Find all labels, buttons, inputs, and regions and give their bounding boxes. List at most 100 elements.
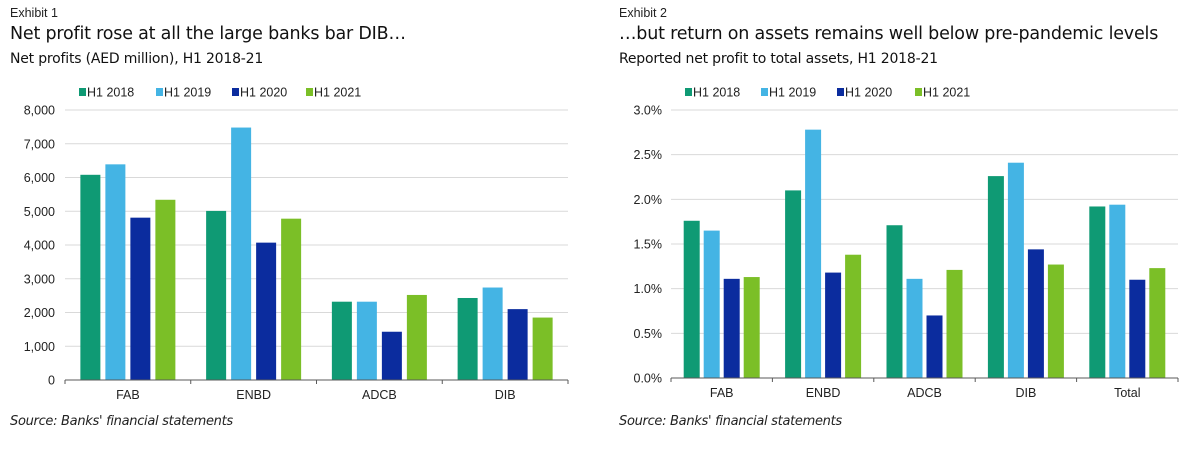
exhibit-1-source: Source: Banks' financial statements xyxy=(10,414,233,429)
y-tick-label: 5,000 xyxy=(24,205,55,219)
bar xyxy=(130,217,151,380)
bar-group-total xyxy=(1089,204,1166,378)
bar xyxy=(683,220,700,378)
chart1-bars xyxy=(80,127,553,380)
legend-item: H1 2021 xyxy=(915,86,970,100)
legend-swatch xyxy=(761,88,768,96)
y-tick-label: 1,000 xyxy=(24,340,55,354)
legend-swatch xyxy=(685,88,692,96)
bar-group-dib xyxy=(987,162,1064,378)
exhibit-1-panel: Exhibit 1 Net profit rose at all the lar… xyxy=(10,6,569,429)
bar xyxy=(805,129,822,378)
bar xyxy=(703,230,720,378)
bar xyxy=(155,199,176,380)
y-tick-label: 0.5% xyxy=(634,327,663,341)
y-tick-label: 6,000 xyxy=(24,171,55,185)
y-tick-label: 0 xyxy=(48,374,55,388)
legend-label: H1 2019 xyxy=(769,86,816,100)
y-tick-label: 3.0% xyxy=(634,104,663,118)
legend-label: H1 2020 xyxy=(845,86,892,100)
bar xyxy=(743,277,760,378)
bar xyxy=(1047,264,1064,378)
chart2-x-axis: FAB ENBD ADCB DIB Total xyxy=(670,377,1179,400)
legend-label: H1 2021 xyxy=(923,86,970,100)
y-tick-label: 8,000 xyxy=(24,104,55,118)
legend-item: H1 2020 xyxy=(232,86,287,100)
legend-swatch xyxy=(156,88,163,96)
bar xyxy=(926,315,943,378)
x-tick-label: DIB xyxy=(1015,386,1036,400)
bar xyxy=(482,287,503,380)
y-tick-label: 2.5% xyxy=(634,148,663,162)
legend-swatch xyxy=(837,88,844,96)
bar xyxy=(1149,268,1166,378)
bar xyxy=(231,127,252,380)
x-tick-label: ENBD xyxy=(806,386,841,400)
chart2-legend: H1 2018 H1 2019 H1 2020 H1 2021 xyxy=(685,86,970,100)
exhibit-1-title: Net profit rose at all the large banks b… xyxy=(10,24,406,44)
legend-swatch xyxy=(306,88,313,96)
legend-label: H1 2019 xyxy=(164,86,211,100)
bar xyxy=(457,297,478,380)
y-tick-label: 0.0% xyxy=(634,372,663,386)
exhibit-2-label: Exhibit 2 xyxy=(619,6,667,20)
y-tick-label: 3,000 xyxy=(24,272,55,286)
bar xyxy=(1109,204,1126,378)
x-tick-label: ENBD xyxy=(236,388,271,402)
bar xyxy=(532,317,553,380)
bar xyxy=(946,269,963,378)
legend-swatch xyxy=(79,88,86,96)
bar xyxy=(845,254,862,378)
exhibit-2-subtitle: Reported net profit to total assets, H1 … xyxy=(619,51,938,67)
bar xyxy=(987,176,1004,378)
legend-label: H1 2018 xyxy=(693,86,740,100)
y-tick-label: 1.5% xyxy=(634,238,663,252)
bar xyxy=(356,301,377,380)
x-tick-label: DIB xyxy=(495,388,516,402)
legend-item: H1 2021 xyxy=(306,86,361,100)
legend-label: H1 2021 xyxy=(314,86,361,100)
bar-group-adcb xyxy=(331,294,427,380)
exhibit-2-source: Source: Banks' financial statements xyxy=(619,414,842,429)
bar xyxy=(281,218,302,380)
x-tick-label: ADCB xyxy=(907,386,942,400)
chart2-y-axis: 0.0% 0.5% 1.0% 1.5% 2.0% 2.5% 3.0% xyxy=(634,104,663,386)
exhibit-2-panel: Exhibit 2 …but return on assets remains … xyxy=(609,0,1191,455)
x-tick-label: FAB xyxy=(710,386,734,400)
chart2-bars xyxy=(683,129,1166,378)
legend-item: H1 2019 xyxy=(156,86,211,100)
exhibit-1-subtitle: Net profits (AED million), H1 2018-21 xyxy=(10,51,264,67)
y-tick-label: 4,000 xyxy=(24,239,55,253)
bar-group-dib xyxy=(457,287,553,380)
bar xyxy=(1007,162,1024,378)
bar xyxy=(406,294,427,380)
bar-group-fab xyxy=(683,220,760,378)
bar xyxy=(105,164,126,380)
bar xyxy=(381,331,402,380)
bar xyxy=(331,301,352,380)
bar xyxy=(80,174,101,380)
bar xyxy=(507,309,528,380)
legend-item: H1 2018 xyxy=(79,86,134,100)
chart1-legend: H1 2018 H1 2019 H1 2020 H1 2021 xyxy=(79,86,361,100)
bar-group-enbd xyxy=(785,129,862,378)
bar xyxy=(785,190,802,378)
x-tick-label: ADCB xyxy=(362,388,397,402)
legend-label: H1 2020 xyxy=(240,86,287,100)
bar xyxy=(1089,206,1106,378)
exhibit-2-title: …but return on assets remains well below… xyxy=(619,24,1159,44)
y-tick-label: 7,000 xyxy=(24,137,55,151)
y-tick-label: 2.0% xyxy=(634,193,663,207)
y-tick-label: 2,000 xyxy=(24,306,55,320)
bar xyxy=(886,225,903,378)
x-tick-label: FAB xyxy=(116,388,140,402)
bar xyxy=(723,278,740,378)
bar xyxy=(256,242,277,380)
bar xyxy=(906,278,923,378)
chart1-y-axis: 0 1,000 2,000 3,000 4,000 5,000 6,000 7,000 8,00… xyxy=(24,104,55,388)
legend-swatch xyxy=(915,88,922,96)
bar xyxy=(825,272,842,378)
x-tick-label: Total xyxy=(1114,386,1140,400)
bar xyxy=(1027,249,1044,378)
legend-label: H1 2018 xyxy=(87,86,134,100)
